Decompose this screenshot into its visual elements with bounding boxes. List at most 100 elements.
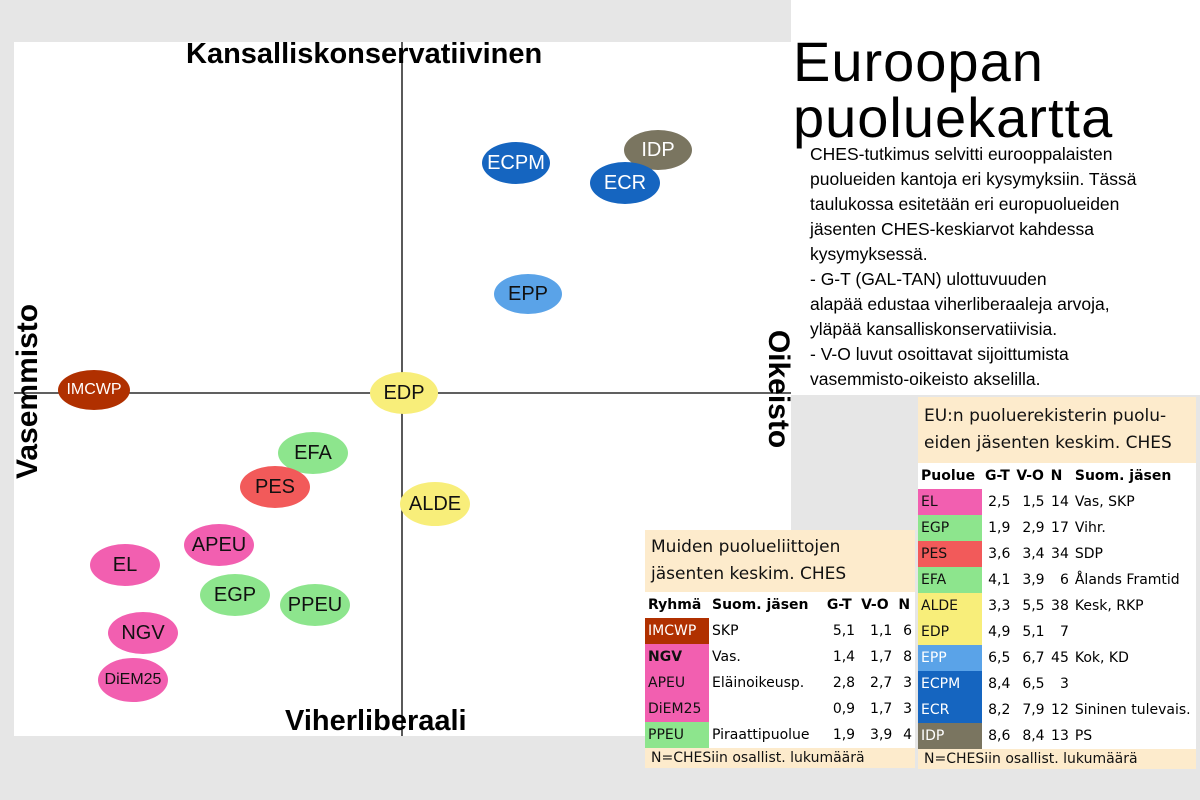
other-table-title-line-2: jäsenten keskim. CHES xyxy=(651,564,847,584)
description-line: vasemmisto-oikeisto akselilla. xyxy=(810,369,1041,389)
eu-cell-vo: 3,4 xyxy=(1022,546,1045,562)
table-row: DiEM25 0,9 1,7 3 xyxy=(645,696,915,722)
other_table-column-header: Suom. jäsen xyxy=(712,597,809,613)
eu-cell-gt: 8,6 xyxy=(988,728,1011,744)
description-line: kysymyksessä. xyxy=(810,244,928,264)
other-cell-gt: 2,8 xyxy=(832,675,856,691)
description-line: CHES-tutkimus selvitti eurooppalaisten xyxy=(810,144,1113,164)
eu_table-column-header: N xyxy=(1050,468,1063,484)
eu-cell-party: EDP xyxy=(918,619,982,645)
party-bubble-edp: EDP xyxy=(370,372,438,414)
description-line: alapää edustaa viherliberaaleja arvoja, xyxy=(810,294,1110,314)
title-line-2: puoluekartta xyxy=(793,86,1114,149)
eu-cell-n: 7 xyxy=(1059,624,1069,640)
eu-cell-vo: 7,9 xyxy=(1022,702,1045,718)
eu-cell-gt: 1,9 xyxy=(988,520,1011,536)
eu-cell-vo: 8,4 xyxy=(1022,728,1045,744)
eu-cell-vo: 6,7 xyxy=(1022,650,1045,666)
other-table-footer: N=CHESiin osallist. lukumäärä xyxy=(645,748,915,768)
other-cell-member xyxy=(709,696,824,722)
other-cell-gt: 1,4 xyxy=(832,649,856,665)
other-cell-party: PPEU xyxy=(645,722,709,748)
eu-cell-gt: 4,9 xyxy=(988,624,1011,640)
description-line: yläpää kansalliskonservatiivisia. xyxy=(810,319,1058,339)
other-cell-gt: 0,9 xyxy=(832,701,856,717)
description-line: - V-O luvut osoittavat sijoittumista xyxy=(810,344,1069,364)
other-cell-gt: 5,1 xyxy=(832,623,856,639)
eu_table-column-header: Puolue xyxy=(921,468,976,484)
other-cell-member: SKP xyxy=(712,623,739,639)
table-row: PES 3,6 3,4 34 SDP xyxy=(918,541,1196,567)
eu-cell-member: Vas, SKP xyxy=(1074,494,1135,510)
axis-left-label: Vasemmisto xyxy=(11,303,44,479)
eu-cell-gt: 8,4 xyxy=(988,676,1011,692)
eu-cell-vo: 5,1 xyxy=(1022,624,1045,640)
table-row: EPP 6,5 6,7 45 Kok, KD xyxy=(918,645,1196,671)
other-cell-n: 8 xyxy=(903,649,912,665)
other-cell-member: Piraattipuolue xyxy=(712,727,810,743)
other-cell-vo: 1,7 xyxy=(870,701,893,717)
party-bubble-idp: IDP xyxy=(624,130,692,170)
eu-cell-member: SDP xyxy=(1074,546,1103,562)
description-line: puolueiden kantoja eri kysymyksiin. Täss… xyxy=(810,169,1137,189)
eu-cell-party: ECPM xyxy=(918,671,982,697)
eu-cell-gt: 2,5 xyxy=(988,494,1011,510)
eu-cell-party: IDP xyxy=(918,723,982,749)
party-bubble-ppeu: PPEU xyxy=(280,584,350,626)
other-cell-vo: 1,1 xyxy=(870,623,893,639)
table-row: ECPM 8,4 6,5 3 xyxy=(918,671,1196,697)
eu-cell-member: Kok, KD xyxy=(1074,650,1129,666)
eu-table-header-row: Puolue G-T V-O N Suom. jäsen xyxy=(918,463,1196,489)
table-row: EGP 1,9 2,9 17 Vihr. xyxy=(918,515,1196,541)
party-bubble-el: EL xyxy=(90,544,160,586)
eu_table-column-header: Suom. jäsen xyxy=(1074,468,1172,484)
other-cell-gt: 1,9 xyxy=(832,727,856,743)
party-bubble-ecpm: ECPM xyxy=(482,142,550,184)
eu-cell-n: 45 xyxy=(1051,650,1069,666)
other-cell-vo: 3,9 xyxy=(870,727,893,743)
eu-cell-n: 17 xyxy=(1051,520,1069,536)
eu-cell-member: Kesk, RKP xyxy=(1074,598,1144,614)
other-cell-party: IMCWP xyxy=(645,618,709,644)
eu-cell-party: EL xyxy=(918,489,982,515)
party-bubble-imcwp: IMCWP xyxy=(58,370,130,410)
eu-cell-member xyxy=(1072,619,1196,645)
description-line: taulukossa esitetään eri europuolueiden xyxy=(810,194,1120,214)
description-line: - G-T (GAL-TAN) ulottuvuuden xyxy=(810,269,1047,289)
other-cell-vo: 1,7 xyxy=(870,649,893,665)
other-cell-n: 3 xyxy=(903,675,912,691)
eu-cell-gt: 4,1 xyxy=(988,572,1011,588)
party-bubble-alde: ALDE xyxy=(400,482,470,526)
other-table-title: Muiden puolueliittojen jäsenten keskim. … xyxy=(645,530,915,592)
table-row: NGV Vas. 1,4 1,7 8 xyxy=(645,644,915,670)
table-row: EL 2,5 1,5 14 Vas, SKP xyxy=(918,489,1196,515)
other-table-header-row: Ryhmä Suom. jäsen G-T V-O N xyxy=(645,592,915,618)
other-cell-party: DiEM25 xyxy=(645,696,709,722)
party-bubble-pes: PES xyxy=(240,466,310,508)
eu-cell-n: 34 xyxy=(1051,546,1069,562)
other-alliances-table: Muiden puolueliittojen jäsenten keskim. … xyxy=(645,530,915,768)
other_table-column-header: V-O xyxy=(861,597,889,613)
eu-cell-vo: 3,9 xyxy=(1022,572,1045,588)
axis-top-label: Kansalliskonservatiivinen xyxy=(186,38,543,70)
eu_table-column-header: V-O xyxy=(1016,468,1044,484)
eu-cell-party: EPP xyxy=(918,645,982,671)
table-row: ALDE 3,3 5,5 38 Kesk, RKP xyxy=(918,593,1196,619)
party-bubble-diem25: DiEM25 xyxy=(98,658,168,702)
eu-cell-party: ALDE xyxy=(918,593,982,619)
other_table-column-header: N xyxy=(898,597,911,613)
eu-cell-vo: 2,9 xyxy=(1022,520,1045,536)
page-title: Euroopan puoluekartta xyxy=(793,34,1113,146)
party-bubble-epp: EPP xyxy=(494,274,562,314)
eu-cell-member: Ålands Framtid xyxy=(1074,572,1180,588)
eu-table-title-line-2: eiden jäsenten keskim. CHES xyxy=(924,433,1172,453)
description-line: jäsenten CHES-keskiarvot kahdessa xyxy=(810,219,1095,239)
description: CHES-tutkimus selvitti eurooppalaisten pu… xyxy=(810,142,1195,392)
axis-bottom-label: Viherliberaali xyxy=(285,705,467,737)
eu-cell-gt: 3,6 xyxy=(988,546,1011,562)
eu-cell-party: EFA xyxy=(918,567,982,593)
eu-table-footer: N=CHESiin osallist. lukumäärä xyxy=(918,749,1196,769)
other-cell-vo: 2,7 xyxy=(870,675,893,691)
eu-cell-gt: 3,3 xyxy=(988,598,1011,614)
other-table-title-line-1: Muiden puolueliittojen xyxy=(651,537,841,557)
